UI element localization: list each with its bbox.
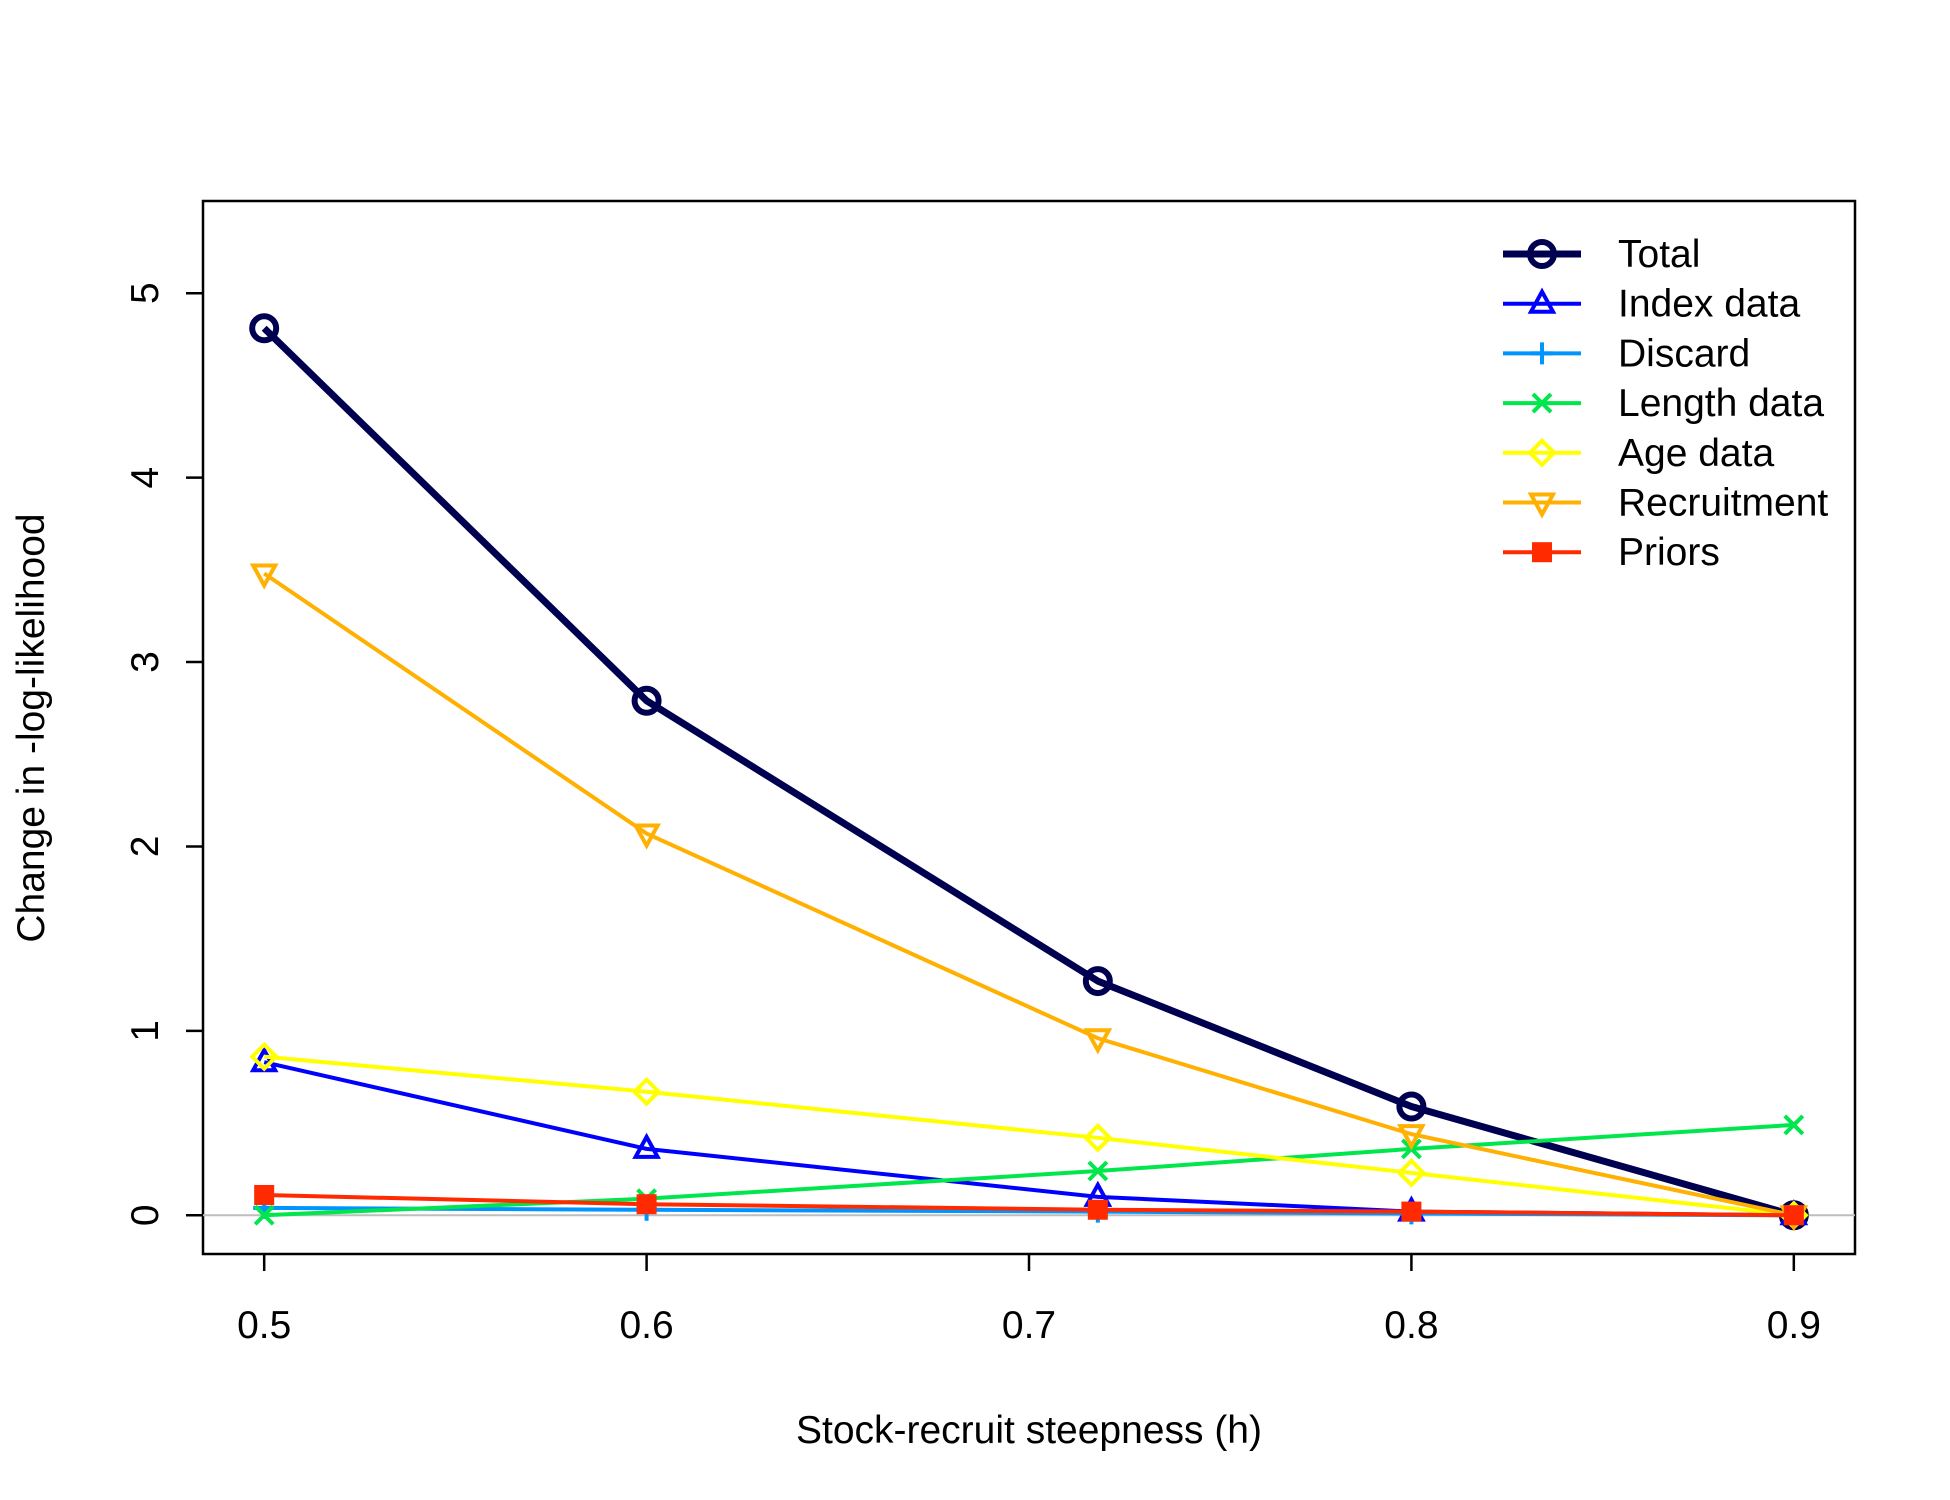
data-point bbox=[632, 823, 661, 850]
data-point bbox=[1401, 1201, 1422, 1222]
series-priors bbox=[254, 1184, 1804, 1226]
y-tick-label: 4 bbox=[124, 467, 167, 489]
legend: Total Index data Discard Length data Age dat… bbox=[1503, 233, 1828, 574]
legend-label: Index data bbox=[1618, 283, 1800, 326]
legend-marker bbox=[1527, 239, 1557, 269]
y-tick-label: 3 bbox=[124, 651, 167, 673]
data-point bbox=[1783, 1205, 1804, 1226]
legend-marker bbox=[1527, 437, 1557, 468]
series-recruitment bbox=[249, 563, 1809, 1232]
data-point bbox=[631, 685, 662, 716]
legend-item: Age data bbox=[1503, 432, 1774, 475]
legend-label: Discard bbox=[1618, 332, 1750, 375]
data-point bbox=[1397, 1124, 1426, 1151]
series-line bbox=[264, 1054, 1795, 1218]
legend-marker bbox=[1531, 392, 1553, 414]
data-point bbox=[249, 1041, 280, 1072]
data-point bbox=[1783, 1114, 1805, 1136]
data-point bbox=[631, 1076, 662, 1107]
series-group bbox=[249, 313, 1809, 1232]
legend-label: Recruitment bbox=[1618, 482, 1828, 525]
x-tick-label: 0.8 bbox=[1384, 1304, 1438, 1347]
y-tick-label: 0 bbox=[124, 1204, 167, 1226]
legend-item: Recruitment bbox=[1503, 482, 1828, 525]
data-point bbox=[1083, 1028, 1113, 1055]
x-tick-label: 0.6 bbox=[619, 1304, 673, 1347]
legend-marker bbox=[1531, 342, 1553, 365]
legend-label: Priors bbox=[1618, 531, 1720, 574]
data-point bbox=[249, 563, 279, 590]
legend-marker bbox=[1527, 287, 1557, 314]
x-tick-label: 0.7 bbox=[1002, 1304, 1056, 1347]
y-tick-label: 5 bbox=[124, 282, 167, 304]
legend-marker bbox=[1527, 492, 1557, 519]
x-tick-label: 0.9 bbox=[1767, 1304, 1821, 1347]
x-axis-title: Stock-recruit steepness (h) bbox=[796, 1409, 1262, 1452]
data-point bbox=[254, 1184, 275, 1205]
legend-item: Index data bbox=[1503, 283, 1800, 326]
data-point bbox=[1087, 1160, 1109, 1182]
data-point bbox=[1396, 1091, 1427, 1122]
legend-item: Length data bbox=[1503, 382, 1824, 425]
data-point bbox=[253, 1204, 275, 1226]
x-tick-label: 0.5 bbox=[237, 1304, 291, 1347]
series-line bbox=[263, 571, 1795, 1218]
legend-item: Priors bbox=[1503, 531, 1720, 574]
y-axis-title: Change in -log-likelihood bbox=[10, 513, 53, 942]
plot-frame bbox=[201, 199, 1857, 1256]
data-point bbox=[636, 1194, 657, 1215]
x-axis: 0.5 0.6 0.7 0.8 0.9 bbox=[237, 1254, 1821, 1347]
data-point bbox=[1396, 1158, 1427, 1188]
data-point bbox=[249, 313, 280, 344]
data-point bbox=[632, 1132, 661, 1159]
legend-label: Length data bbox=[1618, 382, 1824, 425]
legend-item: Total bbox=[1503, 233, 1700, 276]
data-point bbox=[1083, 1122, 1113, 1153]
legend-item: Discard bbox=[1503, 332, 1750, 375]
data-point bbox=[1082, 966, 1113, 997]
legend-marker bbox=[1532, 542, 1552, 563]
y-tick-label: 1 bbox=[124, 1020, 167, 1042]
legend-label: Age data bbox=[1618, 432, 1774, 475]
legend-label: Total bbox=[1618, 233, 1700, 276]
y-tick-label: 2 bbox=[124, 836, 167, 858]
data-point bbox=[1087, 1199, 1108, 1220]
y-axis: 0 1 2 3 4 5 bbox=[124, 282, 203, 1226]
series-line bbox=[261, 325, 1795, 1219]
